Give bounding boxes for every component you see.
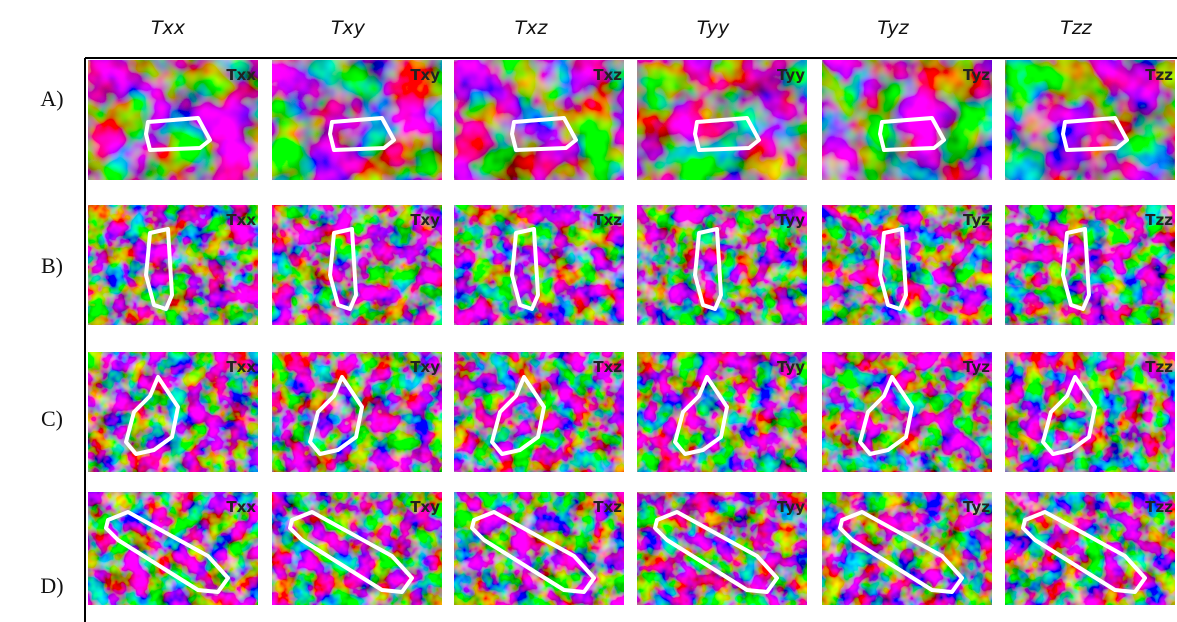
panel-label: Tyz	[963, 358, 990, 376]
map-panel: Txz	[454, 492, 624, 605]
panel-label: Tyz	[963, 211, 990, 229]
panel-label: Txy	[410, 211, 440, 229]
panel-label: Tyz	[963, 66, 990, 84]
map-panel: Tyz	[822, 352, 992, 472]
map-panel: Tyy	[637, 492, 807, 605]
panel-label: Tyy	[777, 211, 805, 229]
map-panel: Tzz	[1005, 492, 1175, 605]
column-header: Txz	[515, 17, 549, 39]
panel-label: Txz	[593, 498, 622, 516]
panel-label: Tzz	[1145, 211, 1173, 229]
map-panel: Tzz	[1005, 352, 1175, 472]
map-panel: Txz	[454, 60, 624, 180]
column-header: Tyz	[877, 17, 909, 39]
map-panel: Txx	[88, 352, 258, 472]
map-panel: Txz	[454, 352, 624, 472]
map-panel: Tzz	[1005, 60, 1175, 180]
panel-label: Tyy	[777, 498, 805, 516]
map-panel: Txy	[272, 352, 442, 472]
panel-label: Txz	[593, 66, 622, 84]
map-panel: Tzz	[1005, 205, 1175, 325]
map-panel: Txy	[272, 205, 442, 325]
panel-label: Tyy	[777, 66, 805, 84]
row-label: A)	[40, 86, 63, 111]
panel-label: Tzz	[1145, 66, 1173, 84]
row-label: D)	[40, 573, 63, 598]
row-label: C)	[41, 406, 63, 431]
panel-label: Txx	[226, 498, 256, 516]
map-panel: Txx	[88, 492, 258, 605]
panel-label: Txy	[410, 498, 440, 516]
map-panel: Txx	[88, 205, 258, 325]
figure: Txx Txy Txz Tyy Tyz Tzz A) Txx Txy Txz Tyy Tyz Tzz B)…	[0, 0, 1177, 622]
map-panel: Tyy	[637, 60, 807, 180]
map-panel: Txz	[454, 205, 624, 325]
panel-label: Txy	[410, 358, 440, 376]
map-panel: Tyz	[822, 205, 992, 325]
panel-label: Tyz	[963, 498, 990, 516]
map-panel: Tyy	[637, 352, 807, 472]
panel-label: Txx	[226, 66, 256, 84]
panel-label: Txz	[593, 211, 622, 229]
map-panel: Tyz	[822, 60, 992, 180]
panel-label: Txz	[593, 358, 622, 376]
map-panel: Txx	[88, 60, 258, 180]
panel-label: Tzz	[1145, 358, 1173, 376]
row-label: B)	[41, 253, 63, 278]
column-header: Txx	[151, 17, 186, 39]
panel-label: Tyy	[777, 358, 805, 376]
map-panel: Txy	[272, 60, 442, 180]
column-header: Tyy	[697, 17, 730, 39]
map-panel: Txy	[272, 492, 442, 605]
column-header: Txy	[331, 17, 366, 39]
panel-label: Txx	[226, 211, 256, 229]
column-header: Tzz	[1060, 17, 1093, 39]
panel-label: Txx	[226, 358, 256, 376]
map-panel: Tyy	[637, 205, 807, 325]
map-panel: Tyz	[822, 492, 992, 605]
panel-label: Txy	[410, 66, 440, 84]
panel-label: Tzz	[1145, 498, 1173, 516]
